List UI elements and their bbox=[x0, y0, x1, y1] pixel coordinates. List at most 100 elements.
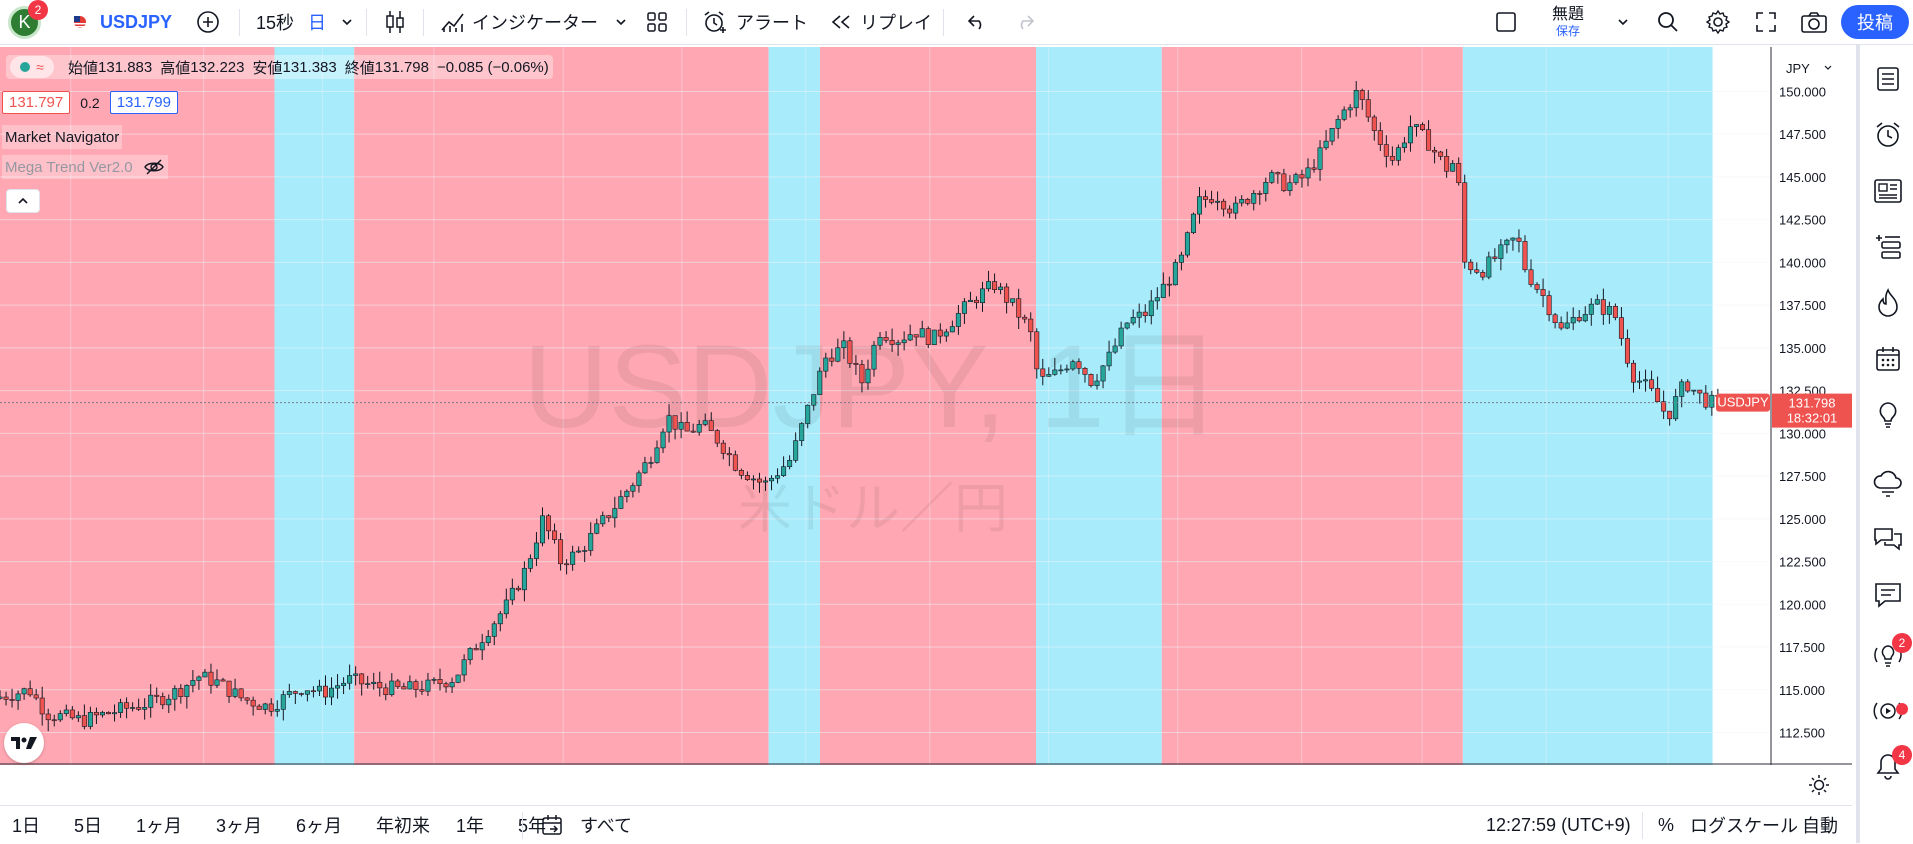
candle-bull bbox=[1317, 147, 1323, 170]
market-status-toggle[interactable]: ≈ bbox=[10, 56, 54, 78]
redo-button[interactable] bbox=[1014, 0, 1036, 44]
hotlists-button[interactable] bbox=[1870, 285, 1906, 321]
chart-type-button[interactable] bbox=[384, 0, 406, 44]
price-tick-label: 142.500 bbox=[1779, 213, 1826, 228]
candle-bull bbox=[1106, 351, 1112, 367]
undo-button[interactable] bbox=[966, 0, 988, 44]
alert-button[interactable]: アラート bbox=[702, 0, 808, 44]
indicator-2-label: Mega Trend Ver2.0 bbox=[5, 158, 133, 176]
chart-theme-button[interactable] bbox=[1804, 770, 1834, 800]
wave-icon: ≈ bbox=[36, 59, 44, 75]
last-price-symbol: USDJPY bbox=[1717, 395, 1769, 410]
snapshot-button[interactable] bbox=[1800, 0, 1828, 44]
market-open-dot bbox=[20, 62, 31, 72]
interval-button-day[interactable]: 日 bbox=[308, 0, 326, 44]
candle-bull bbox=[1239, 199, 1245, 204]
tradingview-logo-icon bbox=[11, 737, 37, 749]
calendar-button[interactable] bbox=[1870, 341, 1906, 377]
candle-bear bbox=[1371, 116, 1377, 131]
log-scale-button[interactable]: ログスケール bbox=[1690, 806, 1798, 844]
alerts-button[interactable] bbox=[1870, 117, 1906, 153]
bid-price[interactable]: 131.797 bbox=[2, 91, 71, 114]
candle-bear bbox=[1299, 174, 1305, 179]
candle-bear bbox=[1034, 331, 1040, 370]
candle-bear bbox=[853, 363, 859, 365]
trend-zone-red bbox=[0, 47, 275, 765]
range-button-5[interactable]: 年初来 bbox=[376, 816, 430, 836]
range-button-8[interactable]: すべて bbox=[580, 816, 633, 836]
compare-add-button[interactable] bbox=[196, 0, 220, 44]
indicators-dropdown[interactable] bbox=[614, 0, 628, 44]
candle-bull bbox=[1643, 379, 1649, 382]
object-tree-button[interactable] bbox=[1870, 229, 1906, 265]
search-icon bbox=[1658, 12, 1678, 32]
range-button-0[interactable]: 1日 bbox=[12, 816, 41, 836]
price-chart[interactable]: USDJPY, 1日 米ドル／円 150.000 147.500 145.000 14… bbox=[0, 47, 1852, 765]
candle-bear bbox=[1685, 381, 1691, 392]
layout-name-button[interactable]: 無題 保存 bbox=[1552, 0, 1584, 44]
currency-label[interactable]: JPY bbox=[1786, 61, 1810, 76]
layout-dropdown[interactable] bbox=[1616, 0, 1630, 44]
eye-off-icon[interactable] bbox=[143, 158, 165, 176]
chart-area[interactable]: USDJPY, 1日 米ドル／円 150.000 147.500 145.000 14… bbox=[0, 47, 1852, 795]
fullscreen-toggle-button[interactable] bbox=[1494, 0, 1518, 44]
layout-save-status: 保存 bbox=[1556, 24, 1581, 38]
candle-bull bbox=[642, 462, 648, 474]
news-button[interactable] bbox=[1870, 173, 1906, 209]
cloud-chat-button[interactable] bbox=[1870, 465, 1906, 501]
candle-bull bbox=[654, 447, 660, 463]
fullscreen-button[interactable] bbox=[1754, 0, 1778, 44]
settings-button[interactable] bbox=[1705, 0, 1731, 44]
candle-bear bbox=[160, 696, 166, 706]
candle-bull bbox=[696, 424, 702, 433]
range-button-4[interactable]: 6ヶ月 bbox=[296, 816, 343, 836]
candle-bull bbox=[781, 466, 787, 476]
post-button[interactable]: 投稿 bbox=[1841, 0, 1909, 44]
candle-bull bbox=[1178, 254, 1184, 263]
candle-bull bbox=[1184, 232, 1190, 256]
candle-bull bbox=[582, 550, 588, 552]
candle-bull bbox=[1673, 396, 1679, 420]
range-button-7[interactable]: 5年 bbox=[518, 816, 547, 836]
interval-button-15s[interactable]: 15秒 bbox=[256, 0, 294, 44]
ideas-stream-button[interactable] bbox=[1870, 637, 1906, 673]
range-button-3[interactable]: 3ヶ月 bbox=[216, 816, 263, 836]
replay-button[interactable]: リプレイ bbox=[830, 0, 932, 44]
open-value: 131.883 bbox=[98, 58, 153, 76]
ideas-button[interactable] bbox=[1870, 397, 1906, 433]
candle-bear bbox=[1618, 317, 1624, 339]
chat-bubbles-icon bbox=[1874, 528, 1902, 551]
indicator-mega-trend[interactable]: Mega Trend Ver2.0 bbox=[2, 155, 168, 179]
collapse-legend-button[interactable] bbox=[6, 189, 40, 213]
messages-button[interactable] bbox=[1870, 577, 1906, 613]
auto-scale-button[interactable]: 自動 bbox=[1802, 806, 1838, 844]
candle-bear bbox=[1474, 269, 1480, 273]
ask-price[interactable]: 131.799 bbox=[109, 91, 178, 114]
range-button-1[interactable]: 5日 bbox=[74, 816, 103, 836]
search-button[interactable] bbox=[1656, 0, 1680, 44]
candle-bear bbox=[1016, 298, 1022, 318]
candle-bull bbox=[660, 431, 666, 449]
timezone-button[interactable]: 12:27:59 (UTC+9) bbox=[1486, 806, 1631, 844]
candle-bear bbox=[1209, 199, 1215, 203]
range-button-6[interactable]: 1年 bbox=[456, 816, 485, 836]
chats-button[interactable] bbox=[1870, 521, 1906, 557]
range-button-2[interactable]: 1ヶ月 bbox=[136, 816, 183, 836]
indicator-market-navigator[interactable]: Market Navigator bbox=[2, 125, 123, 149]
price-axis-ticks: 150.000 147.500 145.000 142.500 140.000 137.5… bbox=[1779, 84, 1826, 740]
interval-dropdown[interactable] bbox=[340, 0, 354, 44]
watermark-title: USDJPY, 1日 bbox=[523, 321, 1223, 453]
candle-bear bbox=[81, 715, 87, 727]
layouts-button[interactable] bbox=[645, 0, 669, 44]
candle-bear bbox=[1540, 289, 1546, 296]
watchlist-button[interactable] bbox=[1870, 61, 1906, 97]
candle-bull bbox=[533, 542, 539, 559]
candle-bull bbox=[1112, 345, 1118, 353]
tradingview-logo[interactable] bbox=[4, 723, 44, 763]
symbol-search-button[interactable]: USDJPY bbox=[70, 0, 172, 44]
candle-bull bbox=[166, 698, 172, 706]
percent-scale-button[interactable]: % bbox=[1658, 806, 1674, 844]
indicators-button[interactable]: インジケーター bbox=[440, 0, 598, 44]
interval-15s-label: 15秒 bbox=[256, 13, 295, 33]
goto-date-button[interactable] bbox=[540, 806, 564, 844]
